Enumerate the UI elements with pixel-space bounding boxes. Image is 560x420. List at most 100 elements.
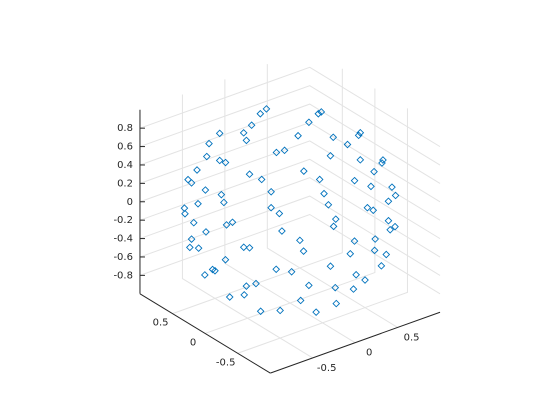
point [326,151,335,160]
point [267,187,275,196]
x-tick-label: 0 [366,348,372,359]
point [315,175,324,184]
point [187,235,196,243]
grid-line [139,195,441,276]
z-tick-label: -0.4 [113,234,133,245]
point [329,222,338,231]
point [280,146,289,155]
y-axis [139,293,271,374]
point [222,221,231,229]
point [324,200,333,209]
z-tick-label: -0.8 [113,270,133,281]
point [356,128,365,137]
point [346,249,355,258]
z-tick-label: 0.6 [117,142,133,153]
point [185,243,194,252]
point [305,281,313,290]
point [370,246,379,255]
point [361,276,369,284]
grid-line [139,158,441,240]
point [217,190,226,199]
point [276,306,284,315]
point [221,158,230,167]
point [356,156,365,164]
point [184,175,192,184]
y-tick-label: 0.5 [153,318,169,329]
y-tick-label: 0 [190,337,196,348]
point [296,296,305,305]
point [343,140,352,149]
point [294,131,302,140]
point [187,179,196,187]
point [388,183,396,192]
point [272,148,281,157]
point [354,131,363,140]
point [242,282,251,290]
x-tick-label: 0.5 [404,332,420,343]
point [189,218,198,227]
point [202,228,210,236]
point [245,243,254,252]
point [312,308,320,317]
point [331,215,340,223]
point [245,170,254,179]
point [363,203,372,212]
grid-line [181,94,313,359]
point [367,182,375,191]
point [299,167,308,175]
point [384,197,393,206]
point [329,133,338,142]
point [221,255,230,264]
grid-line [224,79,356,344]
point [350,176,359,185]
grid-line [139,140,441,221]
point [320,189,328,198]
point [377,261,386,270]
grid-line [237,108,408,354]
point [272,265,281,274]
x-axis [270,311,441,374]
point [194,244,203,253]
z-tick-label: -0.6 [113,252,133,263]
point [379,156,387,164]
point [211,266,219,275]
point [239,129,248,137]
point [378,159,386,167]
point [215,129,224,138]
point [371,235,380,243]
point [331,283,340,292]
grid-line [266,64,398,328]
y-tick-label: -0.5 [216,357,236,368]
point [215,156,224,165]
point [225,293,234,301]
point [242,136,251,145]
z-tick-label: 0 [127,197,133,208]
point [275,209,284,218]
point [200,271,209,279]
point [247,121,256,130]
point [391,191,400,200]
point [349,285,358,293]
point [240,291,249,299]
z-tick-label: 0.8 [117,123,133,134]
point [332,299,341,308]
grid-line [139,213,441,295]
point [181,209,189,218]
grid-line [139,121,441,203]
point [239,243,248,252]
z-tick-label: 0.4 [117,160,133,171]
point [382,250,391,259]
z-tick-label: -0.2 [113,215,133,226]
grid-line [204,88,376,334]
point [386,225,395,234]
grid-line [139,177,441,258]
point [369,206,378,215]
point [194,199,202,208]
point [193,166,201,174]
point [256,109,265,118]
point [305,118,313,127]
point [287,267,296,276]
point [370,167,378,176]
